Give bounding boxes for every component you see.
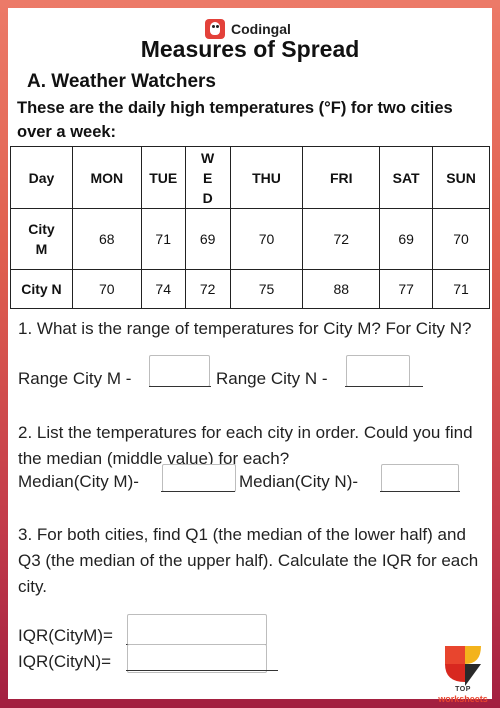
table-cell: 70 bbox=[432, 208, 490, 270]
table-header-cell: SAT bbox=[379, 146, 434, 209]
table-cell: 71 bbox=[432, 269, 490, 309]
iqr-city-m-label: IQR(CityM)= bbox=[18, 626, 113, 645]
top-worksheets-logo-icon bbox=[445, 646, 481, 686]
table-header-cell: SUN bbox=[432, 146, 490, 209]
row-label: City N bbox=[10, 269, 73, 309]
table-cell: 77 bbox=[379, 269, 434, 309]
table-cell: 88 bbox=[302, 269, 381, 309]
table-cell: 71 bbox=[140, 208, 186, 270]
range-city-m-input[interactable] bbox=[149, 355, 210, 387]
iqr-city-m-input[interactable] bbox=[127, 614, 267, 646]
page-title: Measures of Spread bbox=[140, 36, 360, 62]
table-cell: 72 bbox=[302, 208, 381, 270]
iqr-city-n-label: IQR(CityN)= bbox=[18, 652, 112, 671]
table-header-cell: THU bbox=[229, 146, 304, 209]
section-title: A. Weather Watchers bbox=[27, 71, 216, 92]
answer-underline bbox=[380, 491, 460, 492]
table-cell: 70 bbox=[71, 269, 142, 309]
range-city-n-input[interactable] bbox=[346, 355, 410, 387]
question-1-text: 1. What is the range of temperatures for… bbox=[18, 319, 472, 338]
codingal-logo-icon bbox=[205, 19, 225, 39]
question-2-text: 2. List the temperatures for each city i… bbox=[18, 423, 473, 468]
footer-logo-worksheets-text: worksheets bbox=[438, 694, 488, 704]
table-cell: 69 bbox=[184, 208, 231, 270]
table-row: City M 68 71 69 70 72 69 70 bbox=[10, 208, 490, 270]
table-header-cell: WE D bbox=[184, 146, 231, 209]
table-cell: 69 bbox=[379, 208, 434, 270]
median-city-m-input[interactable] bbox=[162, 464, 236, 492]
brand-name: Codingal bbox=[231, 21, 291, 37]
table-header-cell: FRI bbox=[302, 146, 381, 209]
worksheet-page bbox=[8, 8, 492, 699]
row-label: City M bbox=[10, 208, 73, 270]
iqr-city-n-input[interactable] bbox=[127, 644, 267, 673]
table-cell: 72 bbox=[184, 269, 231, 309]
answer-underline bbox=[149, 386, 211, 387]
table-header-cell: Day bbox=[10, 146, 73, 209]
brand-header: Codingal bbox=[205, 18, 291, 40]
table-header-row: Day MON TUE WE D THU FRI SAT SUN bbox=[10, 146, 490, 209]
table-header-cell: TUE bbox=[140, 146, 186, 209]
intro-text: These are the daily high temperatures (°… bbox=[17, 99, 453, 141]
question-3-text: 3. For both cities, find Q1 (the median … bbox=[18, 525, 479, 596]
answer-underline bbox=[161, 491, 235, 492]
table-cell: 70 bbox=[229, 208, 304, 270]
range-city-n-label: Range City N - bbox=[216, 369, 328, 388]
table-row: City N 70 74 72 75 88 77 71 bbox=[10, 269, 490, 309]
footer-logo-top-text: TOP bbox=[455, 686, 471, 693]
table-cell: 75 bbox=[229, 269, 304, 309]
answer-underline bbox=[126, 670, 278, 671]
table-cell: 74 bbox=[140, 269, 186, 309]
median-city-n-label: Median(City N)- bbox=[239, 472, 359, 491]
median-city-n-input[interactable] bbox=[381, 464, 459, 492]
table-header-cell: MON bbox=[71, 146, 142, 209]
answer-underline bbox=[345, 386, 423, 387]
temperature-table: Day MON TUE WE D THU FRI SAT SUN City M … bbox=[10, 146, 490, 309]
range-city-m-label: Range City M - bbox=[18, 369, 132, 388]
median-city-m-label: Median(City M)- bbox=[18, 472, 139, 491]
table-cell: 68 bbox=[71, 208, 142, 270]
